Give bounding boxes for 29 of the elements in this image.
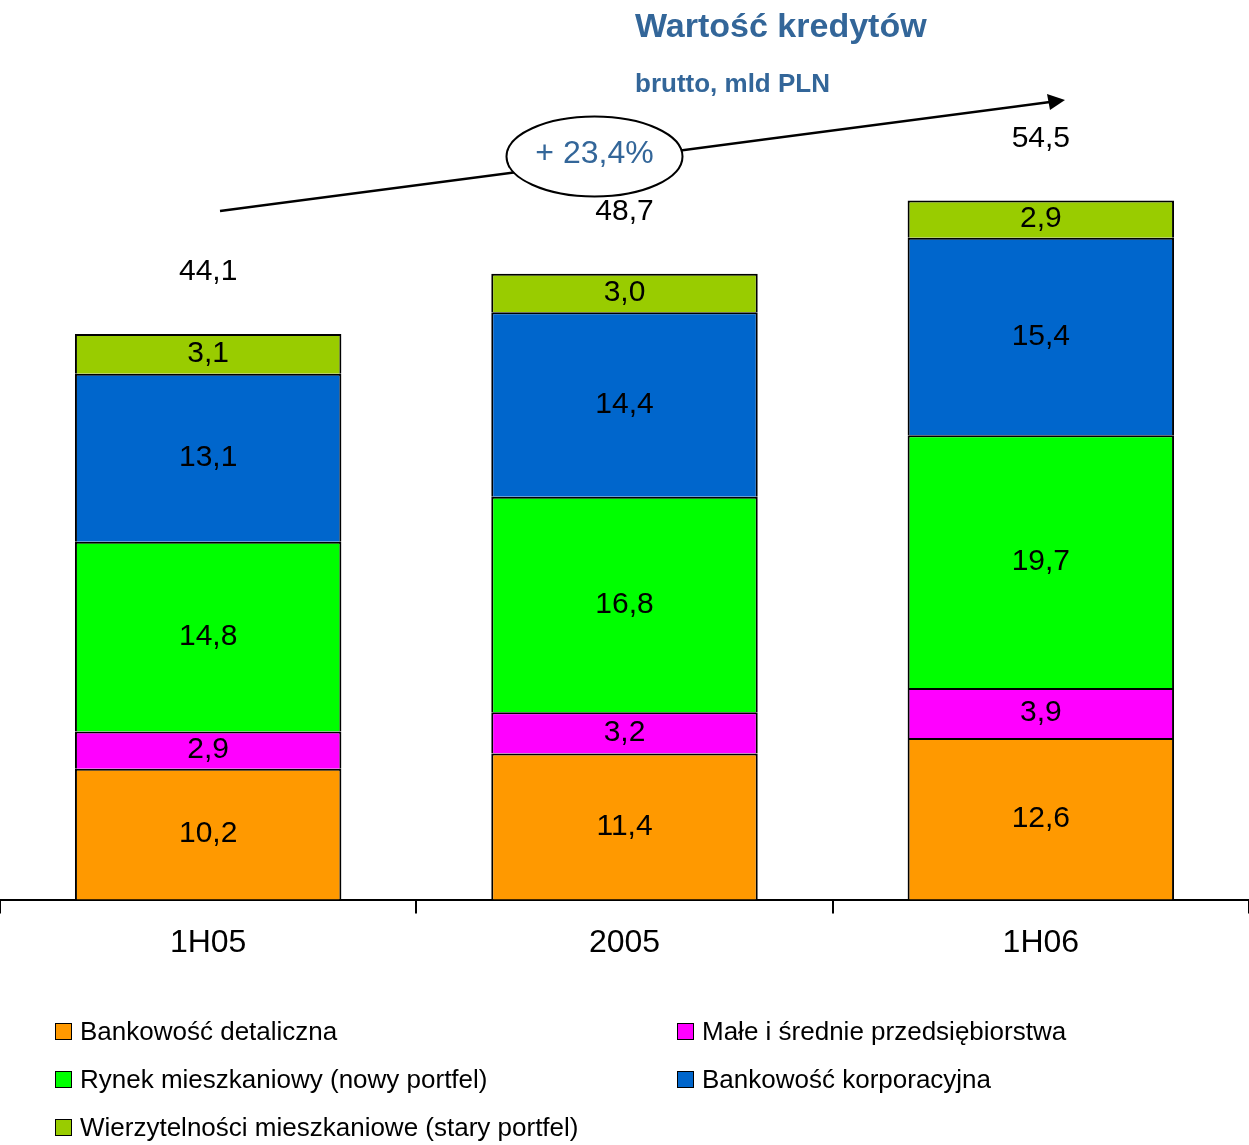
data-label: 12,6	[1011, 800, 1071, 834]
data-label: 14,8	[178, 617, 238, 651]
data-label: 11,4	[596, 807, 653, 841]
legend-label: Bankowość korporacyjna	[702, 1063, 992, 1095]
data-label: 10,2	[178, 815, 238, 849]
total-label: 54,5	[1011, 119, 1071, 153]
data-label: 3,1	[187, 335, 230, 369]
chart-subtitle: brutto, mld PLN	[635, 68, 830, 99]
data-label: 2,9	[187, 731, 230, 765]
legend-label: Rynek mieszkaniowy (nowy portfel)	[80, 1063, 488, 1095]
x-tick-label: 1H05	[169, 922, 247, 959]
total-label: 48,7	[595, 192, 654, 226]
total-label: 44,1	[178, 253, 238, 287]
data-label: 3,0	[603, 274, 646, 308]
data-label: 3,2	[603, 714, 646, 748]
x-tick-label: 2005	[588, 922, 661, 959]
data-label: 16,8	[595, 585, 654, 619]
data-label: 19,7	[1011, 542, 1071, 576]
text: + 23,4%	[534, 134, 655, 171]
legend-label: Wierzytelności mieszkaniowe (stary portfel)	[80, 1111, 579, 1143]
chart-title: Wartość kredytów	[635, 6, 927, 45]
legend-label: Bankowość detaliczna	[80, 1015, 338, 1047]
data-label: 3,9	[1019, 694, 1062, 728]
data-label: 13,1	[178, 438, 238, 472]
data-label: 2,9	[1019, 200, 1062, 234]
x-tick-label: 1H06	[1002, 922, 1080, 959]
data-label: 14,4	[595, 385, 654, 419]
legend-label: Małe i średnie przedsiębiorstwa	[702, 1015, 1067, 1047]
data-label: 15,4	[1011, 317, 1071, 351]
